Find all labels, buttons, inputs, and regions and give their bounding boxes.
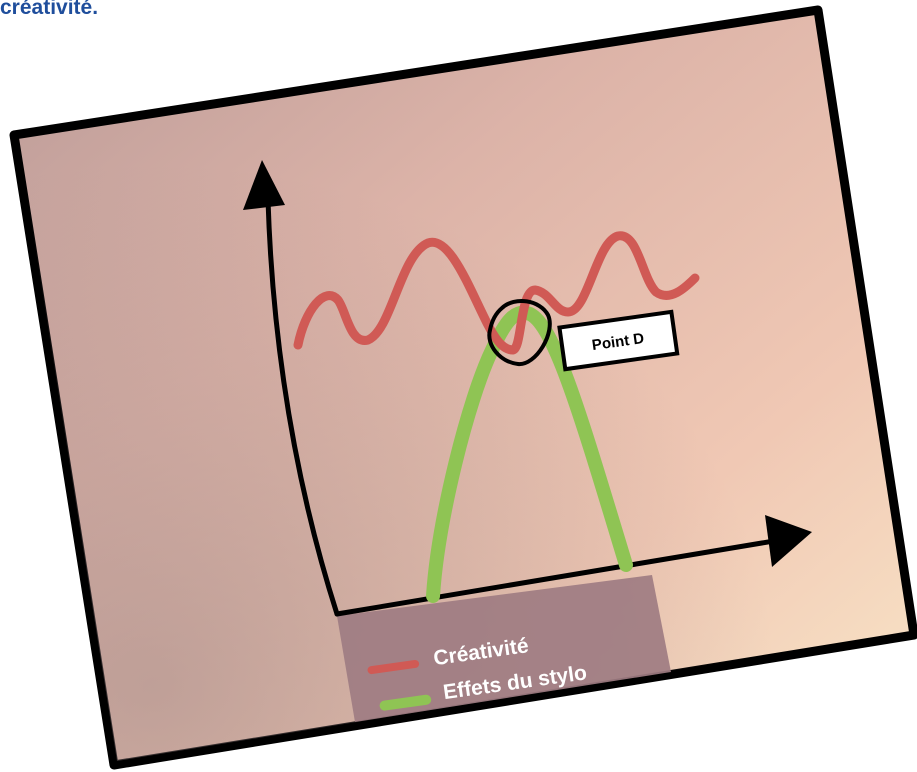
y-axis-line: [265, 197, 340, 617]
series-line-creativite: [293, 231, 700, 355]
y-axis-arrowhead: [243, 160, 285, 210]
paper-shade: [18, 14, 910, 761]
x-axis-line: [334, 537, 783, 617]
series-line-effets-du-stylo: [426, 305, 633, 603]
x-axis-arrowhead: [765, 515, 812, 567]
point-d-circle: [487, 298, 552, 366]
point-d-callout: Point D: [557, 309, 680, 372]
page-caption: créativité.: [0, 0, 99, 19]
legend-swatch-creativite: [367, 659, 420, 675]
legend-swatch-effets-du-stylo: [379, 694, 432, 711]
legend-box: [337, 575, 671, 722]
